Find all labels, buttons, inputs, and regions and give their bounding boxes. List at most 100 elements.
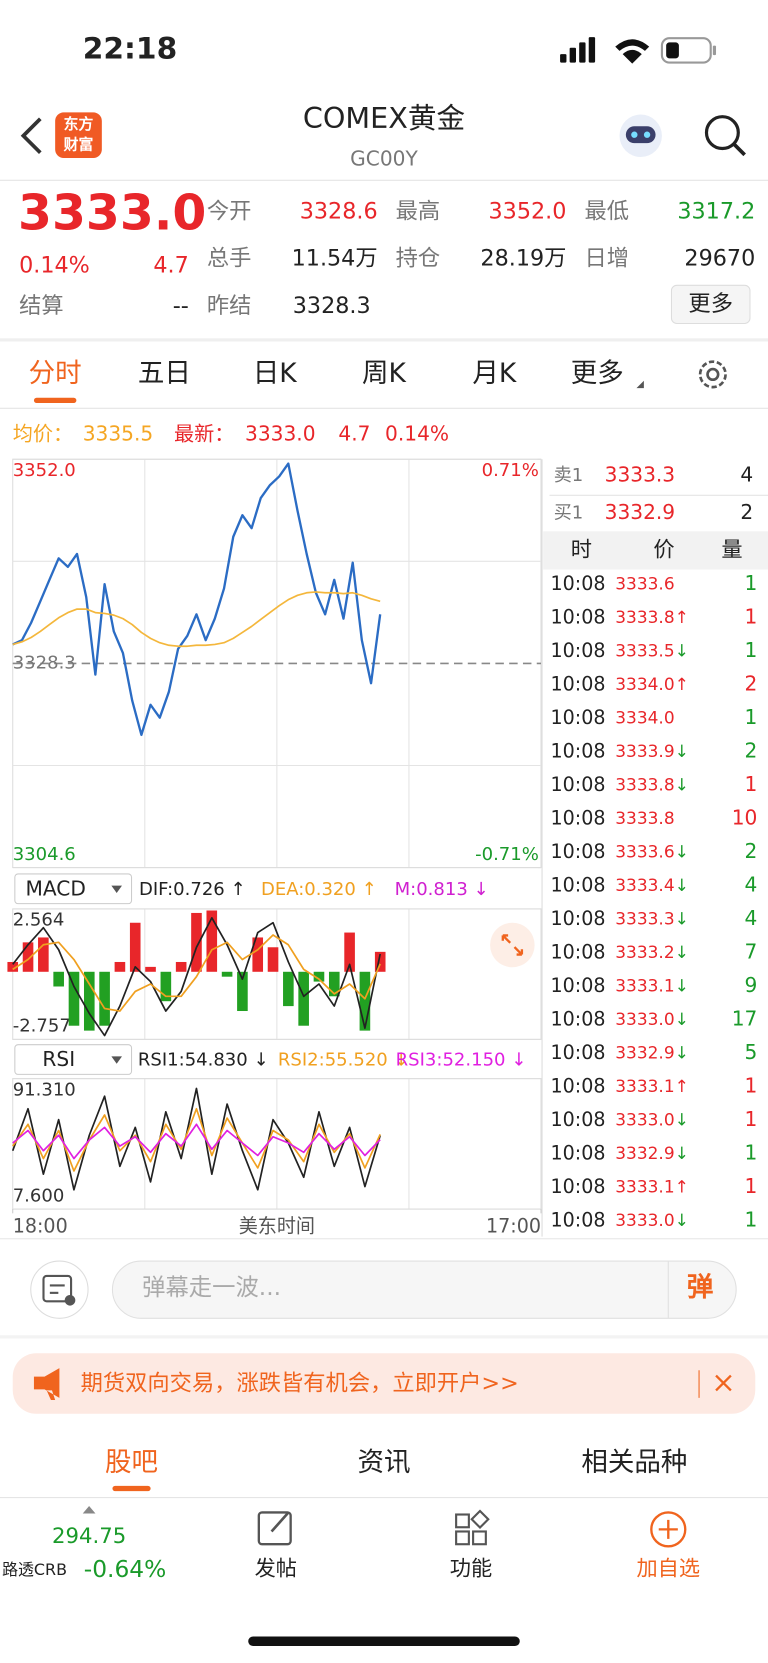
tick-arrow: ↓ bbox=[675, 1044, 689, 1064]
settings-button[interactable] bbox=[698, 360, 727, 389]
logo-text: 财富 bbox=[64, 135, 94, 153]
indicator-select[interactable] bbox=[14, 873, 133, 905]
tab-indicator bbox=[112, 1485, 151, 1492]
tick-price: 3334.0 bbox=[615, 708, 674, 728]
input-placeholder[interactable]: 弹幕走一波... bbox=[142, 1273, 281, 1301]
legend-entry: DIF:0.726 ↑ bbox=[139, 879, 246, 900]
period-tabs: 分时 五日 日K 周K 月K 更多 bbox=[29, 358, 644, 389]
back-button[interactable] bbox=[20, 117, 42, 155]
ask-qty: 4 bbox=[740, 463, 753, 487]
tick-arrow: ↓ bbox=[675, 943, 689, 963]
tick-time: 10:08 bbox=[551, 874, 606, 897]
tick-arrow: ↓ bbox=[675, 775, 689, 795]
tick-price: 3333.3 bbox=[615, 910, 674, 930]
macd-bar bbox=[328, 971, 340, 997]
comment-input[interactable] bbox=[111, 1260, 737, 1319]
y-tick-label: 3352.0 bbox=[13, 460, 76, 481]
bottom-tab[interactable]: 相关品种 bbox=[581, 1447, 687, 1478]
expand-button[interactable] bbox=[490, 922, 535, 968]
field-value: 29670 bbox=[684, 245, 755, 271]
tick-arrow: ↓ bbox=[675, 977, 689, 997]
tick-price: 3332.9 bbox=[615, 1144, 674, 1164]
more-label[interactable]: 更多 bbox=[688, 291, 733, 317]
tick-arrow: ↓ bbox=[675, 1010, 689, 1030]
more-button[interactable] bbox=[670, 284, 751, 325]
assistant-avatar[interactable] bbox=[619, 114, 662, 157]
post-icon[interactable] bbox=[257, 1511, 292, 1546]
tick-price: 3333.8 bbox=[615, 608, 674, 628]
send-danmaku[interactable]: 弹 bbox=[687, 1272, 714, 1303]
tick-time: 10:08 bbox=[551, 572, 606, 595]
macd-bar bbox=[160, 971, 172, 1002]
period-tab[interactable]: 分时 bbox=[29, 358, 82, 389]
tick-qty: 1 bbox=[745, 1141, 758, 1165]
tick-time: 10:08 bbox=[551, 1142, 606, 1165]
tick-price: 3333.0 bbox=[615, 1111, 674, 1131]
ask-price: 3333.3 bbox=[605, 463, 675, 487]
y-tick-label: 3304.6 bbox=[13, 844, 76, 865]
tick-price: 3333.5 bbox=[615, 641, 674, 661]
function-icon[interactable] bbox=[455, 1509, 490, 1546]
tick-qty: 10 bbox=[732, 805, 758, 829]
tick-time: 10:08 bbox=[551, 773, 606, 796]
field-label: 最高 bbox=[396, 199, 441, 225]
y-tick-label: -2.757 bbox=[13, 1016, 71, 1037]
x-tick-label: 17:00 bbox=[486, 1215, 541, 1238]
series-line bbox=[12, 934, 381, 1012]
macd-bar bbox=[206, 910, 218, 972]
period-tab[interactable]: 月K bbox=[472, 358, 517, 389]
y-tick-label: 91.310 bbox=[13, 1079, 76, 1100]
tab-indicator bbox=[33, 397, 77, 404]
legend-entry: RSI1:54.830 ↓ bbox=[138, 1050, 269, 1071]
tick-arrow: ↓ bbox=[675, 742, 689, 762]
status-icons bbox=[560, 37, 717, 64]
tick-arrow: ↓ bbox=[675, 843, 689, 863]
tick-time: 10:08 bbox=[551, 739, 606, 762]
tick-qty: 9 bbox=[745, 973, 758, 997]
period-tab[interactable]: 五日 bbox=[138, 358, 191, 389]
macd-bar bbox=[191, 912, 202, 972]
bottom-tabs: 股吧 资讯 相关品种 bbox=[105, 1447, 687, 1478]
tick-arrow: ↓ bbox=[675, 1144, 689, 1164]
last-value: 3333.0 bbox=[245, 421, 315, 445]
ticker-change[interactable]: -0.64% bbox=[84, 1555, 167, 1583]
bottom-tab[interactable]: 股吧 bbox=[105, 1447, 158, 1478]
tick-time: 10:08 bbox=[551, 1008, 606, 1031]
period-tab[interactable]: 日K bbox=[253, 358, 298, 389]
footer-action[interactable]: 加自选 bbox=[636, 1557, 700, 1582]
footer-action[interactable]: 功能 bbox=[450, 1557, 492, 1582]
charts: 3304.6 3352.0 -0.71% 0.71% 3328.3 -2.757 2.564… bbox=[7, 458, 542, 1238]
field-label: 最低 bbox=[584, 199, 629, 225]
series-line bbox=[12, 462, 382, 737]
promo-banner[interactable] bbox=[12, 1353, 756, 1414]
tick-time: 10:08 bbox=[551, 907, 606, 930]
add-watch-icon[interactable] bbox=[650, 1511, 687, 1548]
macd-bar bbox=[38, 937, 49, 972]
tick-price: 3333.1 bbox=[615, 1077, 674, 1097]
page-title: COMEX黄金 bbox=[303, 101, 465, 135]
period-tab[interactable]: 更多 bbox=[571, 358, 624, 389]
instrument-code: GC00Y bbox=[350, 147, 418, 171]
indicator-select[interactable] bbox=[14, 1044, 133, 1075]
tick-time: 10:08 bbox=[551, 1108, 606, 1131]
indicator-name[interactable]: MACD bbox=[25, 876, 85, 900]
tick-arrow: ↓ bbox=[675, 1211, 689, 1231]
dropdown-arrow bbox=[111, 1056, 122, 1064]
last-price: 3333.0 bbox=[18, 184, 206, 241]
bottom-tab[interactable]: 资讯 bbox=[357, 1447, 410, 1478]
danmaku-toggle[interactable] bbox=[30, 1260, 89, 1319]
promo-text[interactable]: 期货双向交易，涨跌皆有机会，立即开户>> bbox=[81, 1371, 519, 1397]
search-button[interactable] bbox=[704, 115, 746, 157]
footer-action[interactable]: 发帖 bbox=[255, 1557, 297, 1582]
close-banner[interactable] bbox=[715, 1374, 732, 1392]
bid-qty: 2 bbox=[740, 500, 753, 524]
ticker-name[interactable]: 路透CRB bbox=[2, 1560, 67, 1579]
series-line bbox=[12, 1123, 381, 1160]
settle-label: 结算 bbox=[19, 293, 64, 319]
period-tab[interactable]: 周K bbox=[362, 358, 407, 389]
ticker-value[interactable]: 294.75 bbox=[52, 1524, 126, 1549]
dropdown-arrow bbox=[111, 885, 122, 894]
tick-qty: 1 bbox=[745, 772, 758, 796]
indicator-name[interactable]: RSI bbox=[42, 1047, 75, 1071]
